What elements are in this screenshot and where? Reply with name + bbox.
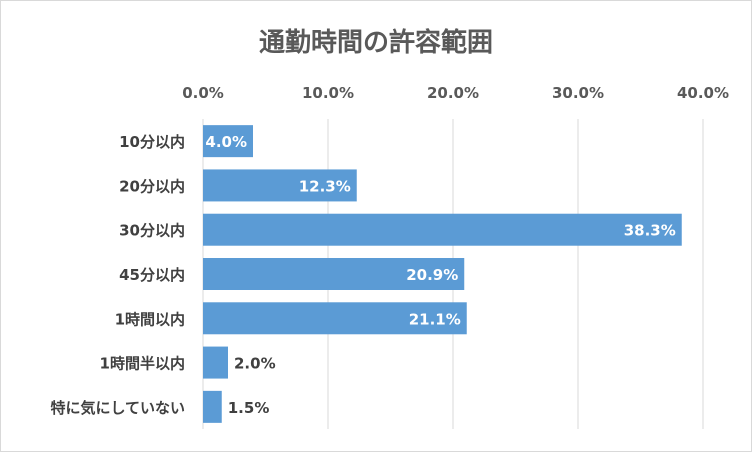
data-label: 21.1%: [409, 310, 461, 328]
bar: [203, 390, 222, 423]
category-label: 特に気にしていない: [50, 399, 185, 417]
bar: [203, 302, 467, 335]
data-label: 38.3%: [624, 222, 676, 240]
bar: [203, 169, 357, 202]
data-label: 2.0%: [234, 355, 276, 373]
category-label: 10分以内: [119, 133, 185, 151]
bar: [203, 258, 465, 290]
data-label: 4.0%: [205, 133, 247, 151]
bar: [203, 213, 682, 246]
bar: [203, 346, 228, 379]
chart-title: 通勤時間の許容範囲: [259, 27, 493, 58]
x-tick-label: 0.0%: [182, 84, 224, 102]
data-label: 12.3%: [299, 177, 351, 195]
x-axis-ticks: 0.0% 10.0% 20.0% 30.0% 40.0%: [182, 84, 729, 102]
category-label: 1時間半以内: [100, 355, 185, 373]
bar: [203, 125, 253, 158]
bars: [203, 125, 682, 423]
category-label: 45分以内: [119, 266, 185, 284]
data-labels: 4.0% 12.3% 38.3% 20.9% 21.1% 2.0% 1.5%: [205, 133, 675, 417]
x-tick-label: 40.0%: [677, 84, 729, 102]
category-label: 30分以内: [119, 222, 185, 240]
category-label: 20分以内: [119, 177, 185, 195]
x-tick-label: 30.0%: [552, 84, 604, 102]
category-label: 1時間以内: [115, 310, 185, 328]
data-label: 1.5%: [228, 399, 270, 417]
x-tick-label: 10.0%: [302, 84, 354, 102]
x-tick-label: 20.0%: [427, 84, 479, 102]
data-label: 20.9%: [406, 266, 458, 284]
